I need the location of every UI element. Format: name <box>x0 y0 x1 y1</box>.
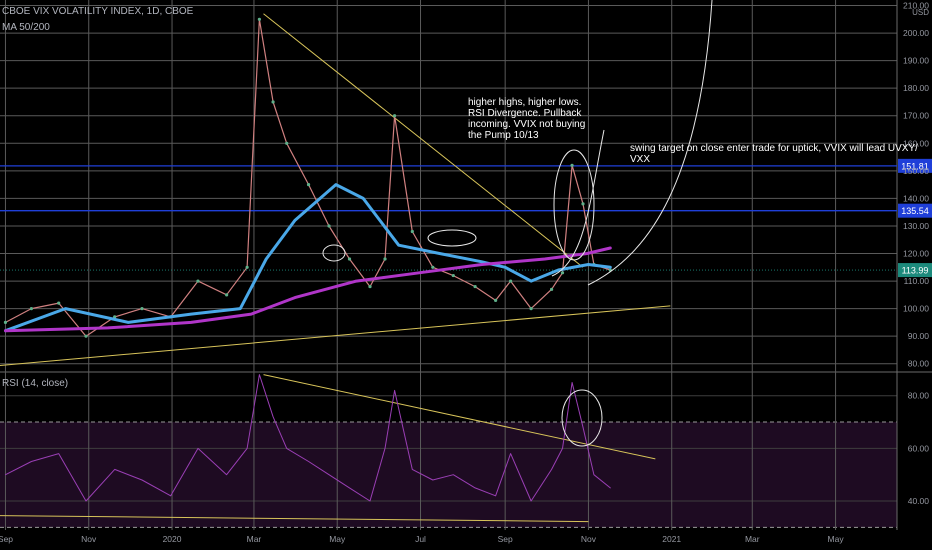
price-tick-label: 160.00 <box>903 138 929 148</box>
rsi-tick-label: 40.00 <box>908 496 930 506</box>
currency-label: USD <box>912 8 929 17</box>
price-tick-label: 170.00 <box>903 111 929 121</box>
price-point <box>113 315 117 319</box>
price-point <box>257 17 262 21</box>
price-point <box>196 279 200 283</box>
x-tick-label: Nov <box>581 534 597 544</box>
x-tick-label: Sep <box>0 534 13 544</box>
trendlines <box>0 13 671 523</box>
trendline <box>263 374 656 460</box>
price-line-label: 135.54 <box>901 206 929 216</box>
circle-drawing-oct-rsi <box>561 389 603 447</box>
curve-drawing-target <box>587 0 713 286</box>
price-tick-label: 190.00 <box>903 56 929 66</box>
price-tick-label: 140.00 <box>903 193 929 203</box>
x-tick-label: Jul <box>415 534 426 544</box>
price-tick-label: 210.00 <box>903 1 929 11</box>
price-tick-label: 150.00 <box>903 166 929 176</box>
circle-drawing-jul <box>427 229 477 247</box>
price-tick-label: 100.00 <box>903 304 929 314</box>
price-line-label: 113.99 <box>902 266 929 276</box>
price-line-series <box>4 18 611 337</box>
price-point <box>473 284 477 289</box>
series-layer <box>3 17 612 502</box>
trendline <box>0 305 671 367</box>
price-point <box>225 293 229 297</box>
annotation-note-2: swing target on close enter trade for up… <box>630 143 918 165</box>
price-point <box>451 273 455 278</box>
price-line-label: 151.81 <box>901 161 929 171</box>
circle-drawing-oct-price <box>553 149 595 261</box>
price-point <box>549 287 554 291</box>
x-tick-label: Sep <box>498 534 513 544</box>
price-point <box>383 257 387 261</box>
price-point <box>494 298 498 302</box>
rsi-series <box>5 374 611 502</box>
price-tick-label: 90.00 <box>908 331 930 341</box>
price-tick-label: 80.00 <box>908 359 930 369</box>
x-tick-label: Mar <box>745 534 760 544</box>
x-tick-label: Mar <box>247 534 262 544</box>
curve-drawing-oct <box>551 129 605 277</box>
trendline <box>263 13 584 268</box>
x-tick-label: 2021 <box>662 534 681 544</box>
price-point <box>570 163 574 167</box>
price-point <box>327 224 331 228</box>
ma50-series <box>4 183 612 333</box>
symbol-title: CBOE VIX VOLATILITY INDEX, 1D, CBOE <box>2 6 194 17</box>
price-point <box>560 271 565 275</box>
price-point <box>271 100 275 104</box>
price-tick-label: 200.00 <box>903 28 929 38</box>
price-point <box>581 202 585 206</box>
price-point <box>431 265 435 269</box>
price-pane-background <box>0 0 932 372</box>
x-tick-label: Nov <box>81 534 97 544</box>
price-point <box>306 183 311 187</box>
price-point <box>29 307 34 311</box>
price-point <box>285 141 289 145</box>
price-line-label-bg <box>898 263 932 278</box>
price-tick-label: 130.00 <box>903 221 929 231</box>
price-line-label-bg <box>898 158 932 173</box>
x-tick-label: May <box>329 534 346 544</box>
price-point <box>3 320 8 324</box>
horizontal-price-lines: 151.81 135.54 113.99 <box>0 158 932 278</box>
rsi-band-fill <box>0 422 897 528</box>
x-tick-label: May <box>828 534 845 544</box>
price-point <box>245 265 249 269</box>
price-point <box>529 307 533 311</box>
ma200-series <box>4 246 612 333</box>
ma-legend: MA 50/200 <box>2 22 50 33</box>
price-point <box>410 229 414 234</box>
freehand-drawings <box>322 0 713 447</box>
price-point <box>84 334 88 338</box>
price-point <box>509 279 513 283</box>
grid-lines <box>0 0 932 530</box>
rsi-tick-label: 80.00 <box>908 391 930 401</box>
price-tick-label: 180.00 <box>903 83 929 93</box>
price-point <box>57 301 61 305</box>
price-line-label-bg <box>898 203 932 218</box>
circle-drawing-mar <box>322 244 346 262</box>
annotation-note-1: higher highs, higher lows. RSI Divergenc… <box>468 97 586 141</box>
x-tick-label: 2020 <box>163 534 182 544</box>
rsi-tick-label: 60.00 <box>908 443 930 453</box>
price-point <box>368 284 372 289</box>
price-point <box>392 114 397 118</box>
price-point <box>140 307 144 311</box>
price-point <box>347 257 352 261</box>
trendline <box>0 515 589 523</box>
price-tick-label: 110.00 <box>904 276 930 286</box>
rsi-legend: RSI (14, close) <box>2 378 69 389</box>
price-tick-label: 120.00 <box>903 249 929 259</box>
